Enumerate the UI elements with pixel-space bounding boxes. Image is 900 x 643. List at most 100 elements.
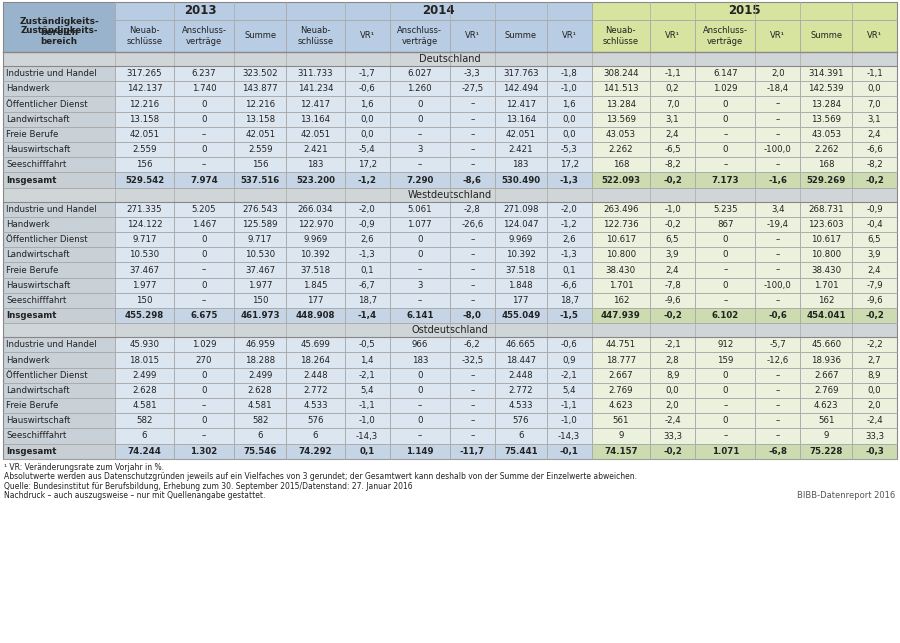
Text: -1,0: -1,0 [664,204,681,213]
Text: 530.490: 530.490 [501,176,540,185]
Bar [345,247,390,262]
Text: 4.581: 4.581 [248,401,273,410]
Bar [450,172,495,188]
Bar [495,247,546,262]
Bar [390,428,450,444]
Bar [650,352,695,368]
Bar [450,308,495,323]
Text: –: – [418,130,422,139]
Bar [495,127,546,142]
Text: 2.628: 2.628 [248,386,273,395]
Text: -14,3: -14,3 [356,431,378,440]
Text: 0: 0 [417,416,422,425]
Text: 1.701: 1.701 [814,281,839,290]
Text: 37.467: 37.467 [130,266,159,275]
Text: -2,1: -2,1 [561,371,578,380]
Text: 448.908: 448.908 [295,311,335,320]
Bar [174,217,234,232]
Bar [450,262,495,278]
Text: VR¹: VR¹ [867,32,882,41]
Bar [345,413,390,428]
Bar [800,262,852,278]
Text: 142.137: 142.137 [127,84,162,93]
Text: Summe: Summe [810,32,842,41]
Text: 2.559: 2.559 [248,145,273,154]
Bar [234,66,286,81]
Text: Industrie und Handel: Industrie und Handel [6,69,96,78]
Bar [591,232,650,247]
Text: 311.733: 311.733 [298,69,333,78]
Bar [800,217,852,232]
Text: 7.974: 7.974 [190,176,218,185]
Text: 0,0: 0,0 [360,114,374,123]
Text: Absolutwerte werden aus Datenschutzgründen jeweils auf ein Vielfaches von 3 geru: Absolutwerte werden aus Datenschutzgründ… [4,473,637,482]
Text: 37.467: 37.467 [245,266,275,275]
Text: –: – [470,296,474,305]
Bar [755,337,800,352]
Text: 966: 966 [411,340,428,349]
Bar [390,444,450,459]
Text: 2.448: 2.448 [508,371,533,380]
Text: 529.269: 529.269 [806,176,846,185]
Bar [450,81,495,96]
Text: Insgesamt: Insgesamt [6,447,57,456]
Bar [174,428,234,444]
Bar [591,247,650,262]
Text: 0: 0 [723,145,728,154]
Text: Ostdeutschland: Ostdeutschland [411,325,489,335]
Bar [174,278,234,293]
Text: -1,1: -1,1 [866,69,883,78]
Bar [345,368,390,383]
Text: 1.302: 1.302 [191,447,218,456]
Text: -6,6: -6,6 [561,281,578,290]
Bar [390,112,450,127]
Text: Summe: Summe [244,32,276,41]
Text: –: – [202,130,206,139]
Text: –: – [470,100,474,109]
Bar [591,368,650,383]
Text: 74.292: 74.292 [299,447,332,456]
Text: 0: 0 [723,416,728,425]
Text: 0: 0 [417,114,422,123]
Bar [852,398,897,413]
Text: –: – [776,386,780,395]
Bar [695,413,755,428]
Text: –: – [776,250,780,259]
Text: 9.969: 9.969 [303,235,328,244]
Text: –: – [723,401,727,410]
Text: 6: 6 [518,431,524,440]
Bar [286,262,345,278]
Text: Hauswirtschaft: Hauswirtschaft [6,416,70,425]
Bar [345,308,390,323]
Bar [234,278,286,293]
Bar [390,172,450,188]
Text: -6,8: -6,8 [769,447,788,456]
Text: 0: 0 [417,235,422,244]
Bar [286,352,345,368]
Text: -0,1: -0,1 [560,447,579,456]
Text: 3: 3 [417,145,422,154]
Bar [800,352,852,368]
Text: 2.421: 2.421 [303,145,328,154]
Bar [345,278,390,293]
Text: 7,0: 7,0 [666,100,680,109]
Text: 2,0: 2,0 [666,401,680,410]
Bar [174,398,234,413]
Bar [115,96,174,112]
Bar [695,398,755,413]
Bar [345,142,390,157]
Text: 38.430: 38.430 [606,266,636,275]
Text: 0: 0 [202,114,207,123]
Bar [286,66,345,81]
Text: 10.530: 10.530 [130,250,159,259]
Text: 6: 6 [257,431,263,440]
Bar [755,262,800,278]
Text: 0,1: 0,1 [360,266,374,275]
Text: -0,2: -0,2 [865,176,884,185]
Text: –: – [776,114,780,123]
Bar [115,308,174,323]
Bar [345,262,390,278]
Bar [286,398,345,413]
Text: -2,0: -2,0 [359,204,375,213]
Bar [650,413,695,428]
